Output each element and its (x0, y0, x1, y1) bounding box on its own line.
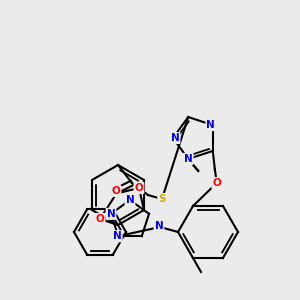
Text: N: N (171, 133, 179, 143)
Text: O: O (212, 178, 221, 188)
Text: N: N (113, 231, 122, 241)
Text: N: N (206, 120, 215, 130)
Text: O: O (112, 186, 120, 196)
Text: N: N (154, 221, 164, 231)
Text: S: S (158, 194, 166, 204)
Text: N: N (106, 209, 116, 219)
Text: O: O (135, 183, 143, 193)
Text: N: N (126, 195, 134, 205)
Text: N: N (184, 154, 193, 164)
Text: O: O (96, 214, 104, 224)
